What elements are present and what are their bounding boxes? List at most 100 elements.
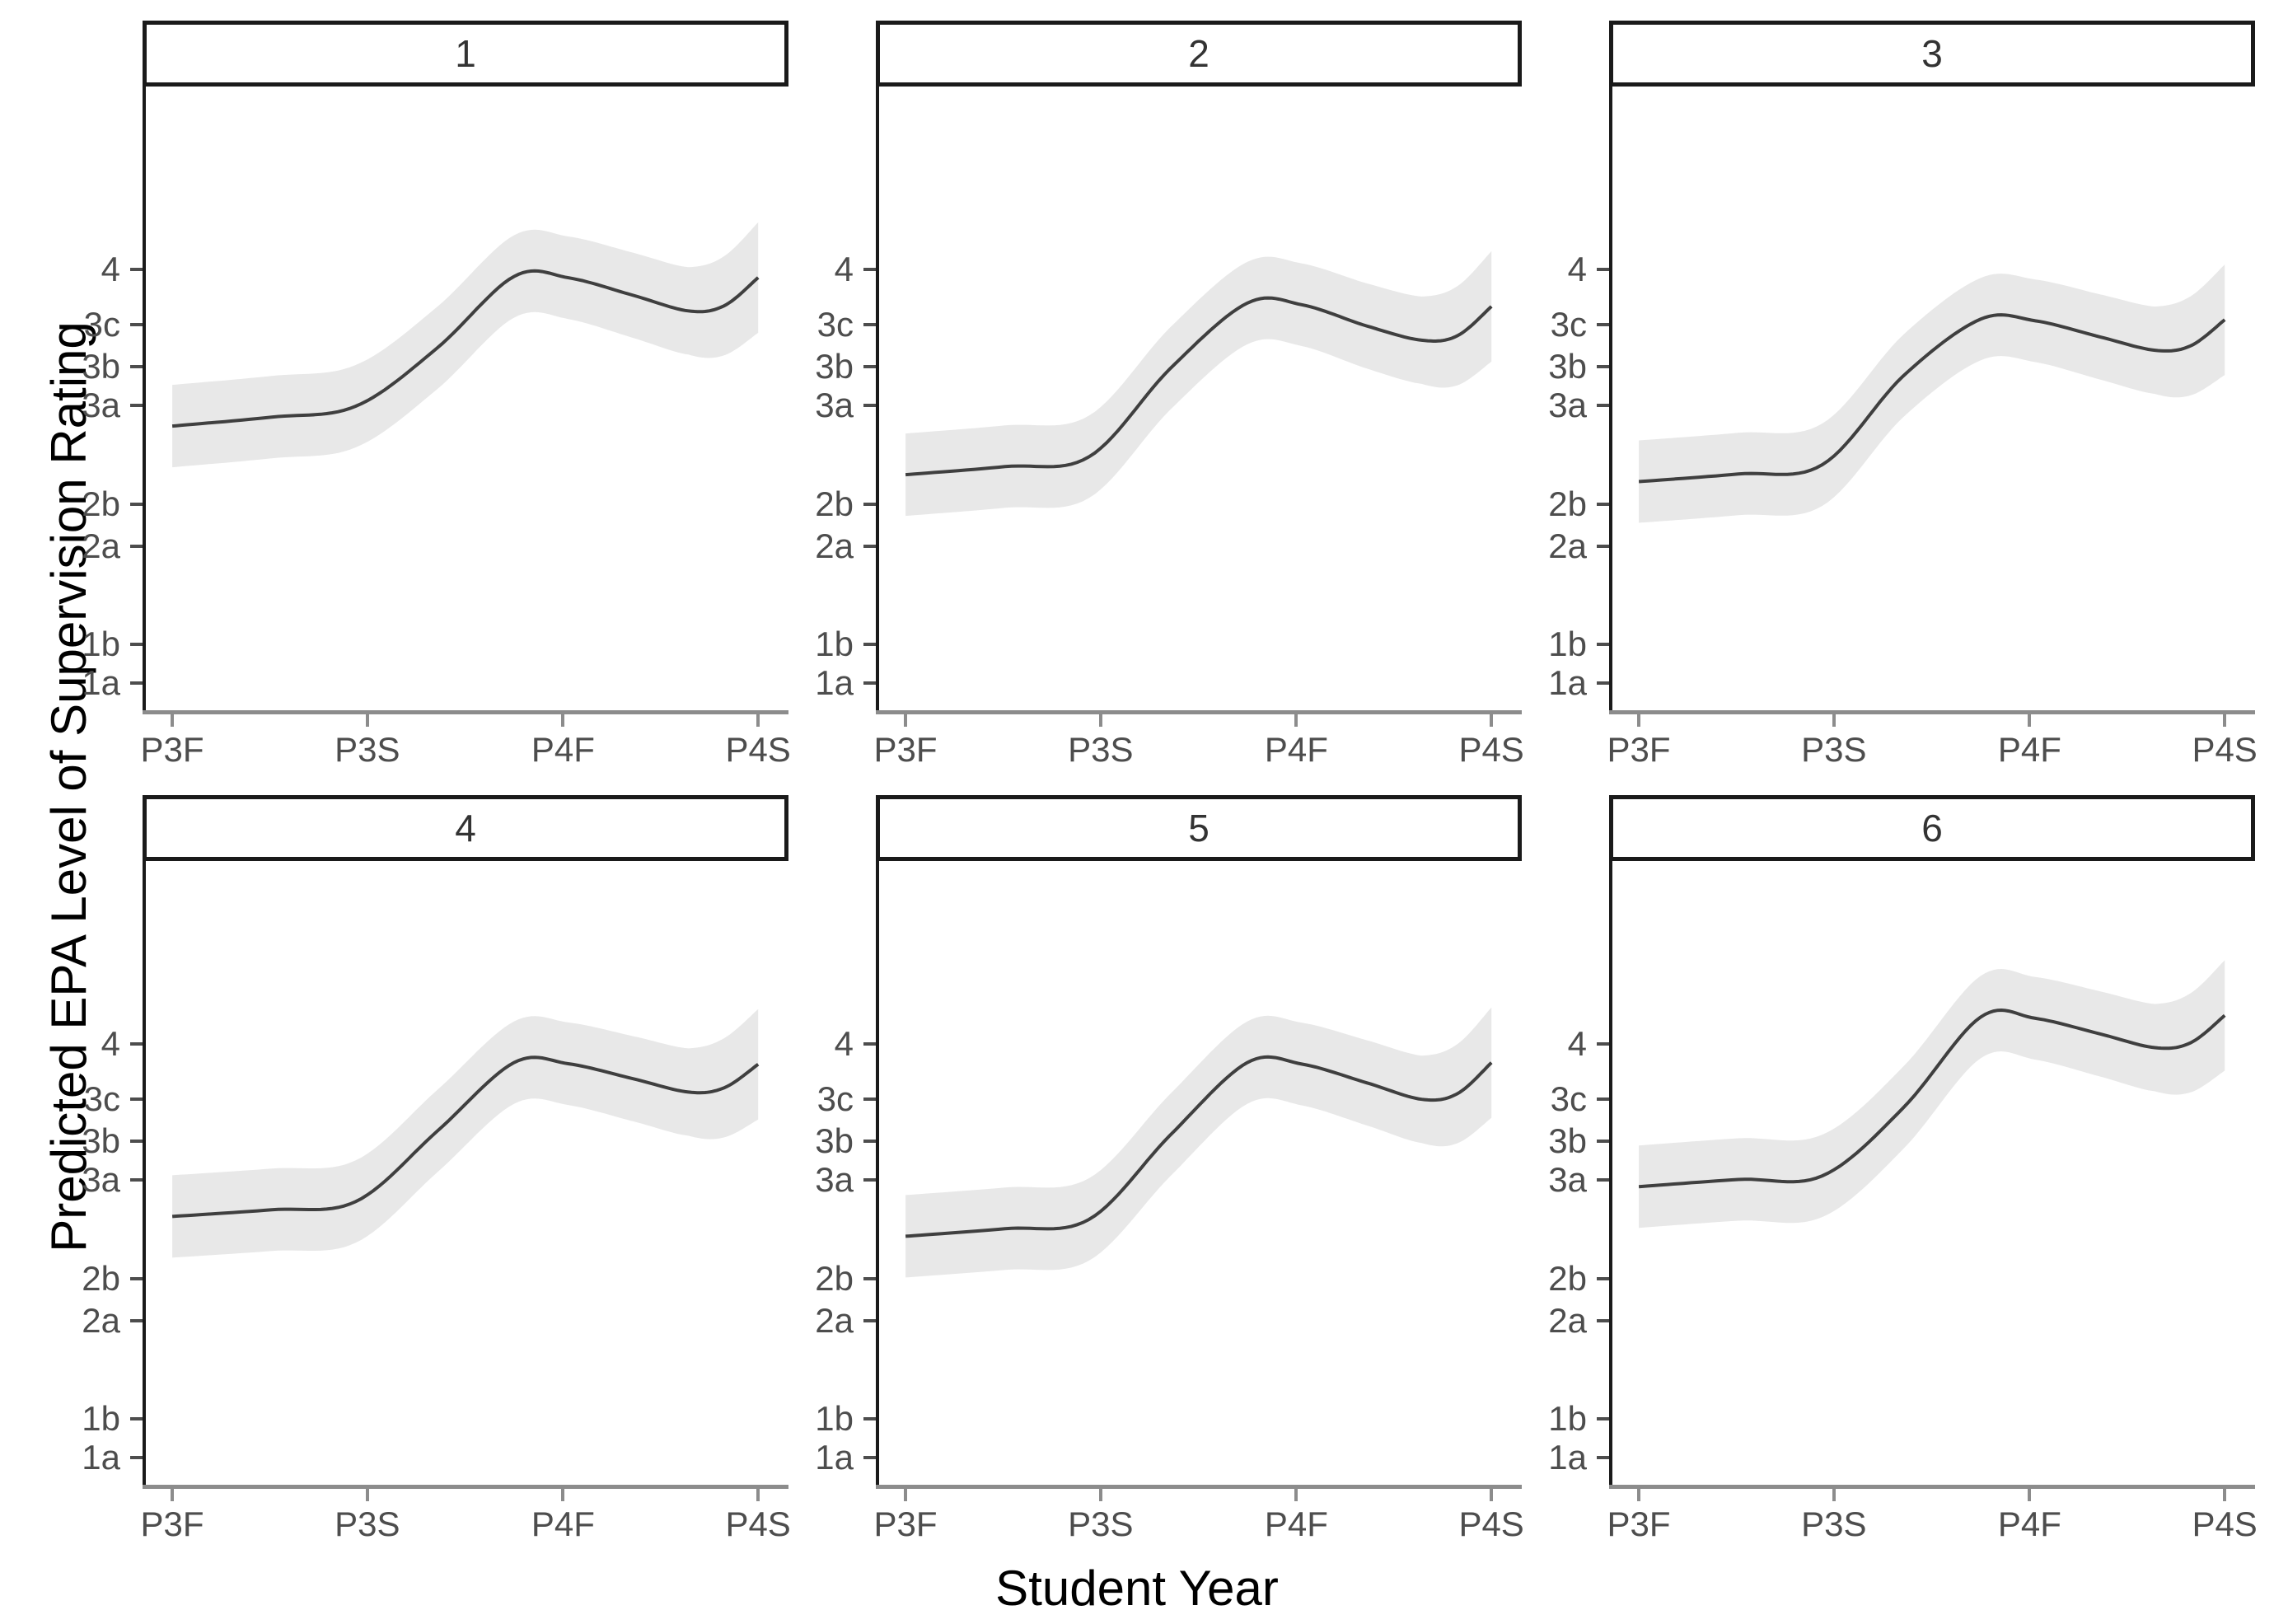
y-tick-label: 3c	[83, 1079, 120, 1119]
y-tick-mark	[863, 1416, 876, 1420]
y-tick-mark	[863, 403, 876, 407]
y-tick-mark	[1597, 267, 1609, 271]
y-tick-mark	[130, 1455, 143, 1459]
x-tick-mark	[561, 1489, 565, 1501]
y-tick-label: 3b	[1548, 346, 1587, 386]
confidence-band	[172, 222, 759, 468]
y-tick-label: 1b	[815, 624, 854, 663]
x-axis-title: Student Year	[995, 1561, 1279, 1616]
y-tick-label: 3b	[82, 346, 120, 386]
prediction-line	[171, 1055, 760, 1219]
y-tick-mark	[863, 681, 876, 685]
confidence-band	[1639, 264, 2225, 523]
facet-strip: 5	[876, 795, 1522, 861]
y-tick-mark	[130, 503, 143, 507]
confidence-band	[1639, 960, 2225, 1229]
y-tick-mark	[1597, 1139, 1609, 1143]
plot-area	[1609, 861, 2255, 1485]
x-tick-label: P3S	[335, 1505, 400, 1543]
x-tick-label: P3F	[873, 1505, 938, 1543]
y-tick-mark	[1597, 503, 1609, 507]
x-tick-mark	[756, 1489, 760, 1501]
y-tick-label: 3b	[82, 1121, 120, 1160]
y-tick-label: 4	[1567, 249, 1587, 288]
y-tick-label: 3c	[1550, 305, 1587, 344]
prediction-line	[905, 1055, 1493, 1238]
x-tick-label: P4S	[725, 1505, 791, 1543]
y-tick-mark	[1597, 1041, 1609, 1046]
y-tick-mark	[1597, 642, 1609, 646]
x-tick-label: P4F	[1264, 1505, 1328, 1543]
plot-area	[143, 87, 788, 710]
facet-strip: 6	[1609, 795, 2255, 861]
x-axis-line	[1609, 710, 2255, 714]
y-tick-label: 1a	[82, 662, 120, 702]
y-tick-label: 2a	[1548, 526, 1587, 565]
y-tick-mark	[863, 323, 876, 327]
y-tick-label: 2a	[815, 1300, 854, 1340]
facet-strip-label: 4	[455, 807, 476, 849]
facet-strip-label: 6	[1921, 807, 1943, 849]
x-tick-mark	[1490, 1489, 1494, 1501]
line-chart-svg	[1638, 264, 2226, 523]
x-tick-mark	[2223, 1489, 2227, 1501]
x-tick-label: P4S	[1458, 730, 1524, 769]
y-axis-line	[1609, 87, 1612, 713]
x-tick-mark	[2028, 1489, 2032, 1501]
x-tick-label: P3F	[1607, 730, 1671, 769]
x-tick-mark	[561, 714, 565, 727]
y-tick-mark	[863, 267, 876, 271]
y-tick-label: 2a	[815, 526, 854, 565]
x-tick-label: P3F	[1607, 1505, 1671, 1543]
y-tick-label: 3c	[1550, 1079, 1587, 1119]
x-tick-label: P4S	[1458, 1505, 1524, 1543]
x-tick-mark	[1832, 714, 1836, 727]
x-axis-line	[143, 1485, 788, 1489]
y-tick-label: 3c	[816, 305, 854, 344]
y-tick-mark	[130, 403, 143, 407]
y-tick-mark	[863, 1041, 876, 1046]
y-tick-mark	[863, 642, 876, 646]
y-tick-label: 3c	[83, 305, 120, 344]
y-tick-label: 1a	[1548, 662, 1587, 702]
x-tick-label: P3S	[335, 730, 400, 769]
x-tick-label: P3F	[873, 730, 938, 769]
x-tick-mark	[365, 714, 369, 727]
y-axis-line	[876, 87, 879, 713]
y-tick-label: 3a	[82, 1159, 120, 1199]
x-axis-line	[143, 710, 788, 714]
y-tick-mark	[1597, 1277, 1609, 1281]
y-tick-mark	[130, 1416, 143, 1420]
y-tick-label: 1b	[815, 1398, 854, 1438]
y-tick-label: 3b	[815, 1121, 854, 1160]
prediction-line	[1638, 1008, 2226, 1189]
x-tick-mark	[171, 714, 175, 727]
y-tick-label: 3a	[1548, 385, 1587, 424]
y-tick-label: 3a	[1548, 1159, 1587, 1199]
x-tick-mark	[1490, 714, 1494, 727]
y-tick-mark	[863, 1139, 876, 1143]
y-tick-label: 2a	[82, 1300, 120, 1340]
y-tick-label: 1b	[1548, 1398, 1587, 1438]
y-tick-mark	[1597, 681, 1609, 685]
y-tick-mark	[863, 1318, 876, 1322]
x-tick-label: P4F	[1264, 730, 1328, 769]
x-tick-label: P3F	[140, 1505, 204, 1543]
y-tick-mark	[1597, 1416, 1609, 1420]
y-tick-label: 3a	[815, 1159, 854, 1199]
y-tick-label: 2b	[815, 484, 854, 524]
y-tick-label: 4	[101, 249, 120, 288]
y-tick-mark	[130, 1041, 143, 1046]
y-tick-label: 4	[834, 249, 854, 288]
y-tick-label: 1a	[815, 1437, 854, 1477]
y-tick-label: 4	[101, 1023, 120, 1063]
x-tick-mark	[904, 1489, 908, 1501]
y-tick-mark	[1597, 1177, 1609, 1182]
y-tick-label: 1a	[82, 1437, 120, 1477]
y-tick-mark	[863, 1455, 876, 1459]
y-axis-line	[1609, 861, 1612, 1487]
facet-strip: 4	[143, 795, 788, 861]
y-tick-mark	[863, 544, 876, 548]
x-tick-label: P3S	[1068, 730, 1134, 769]
